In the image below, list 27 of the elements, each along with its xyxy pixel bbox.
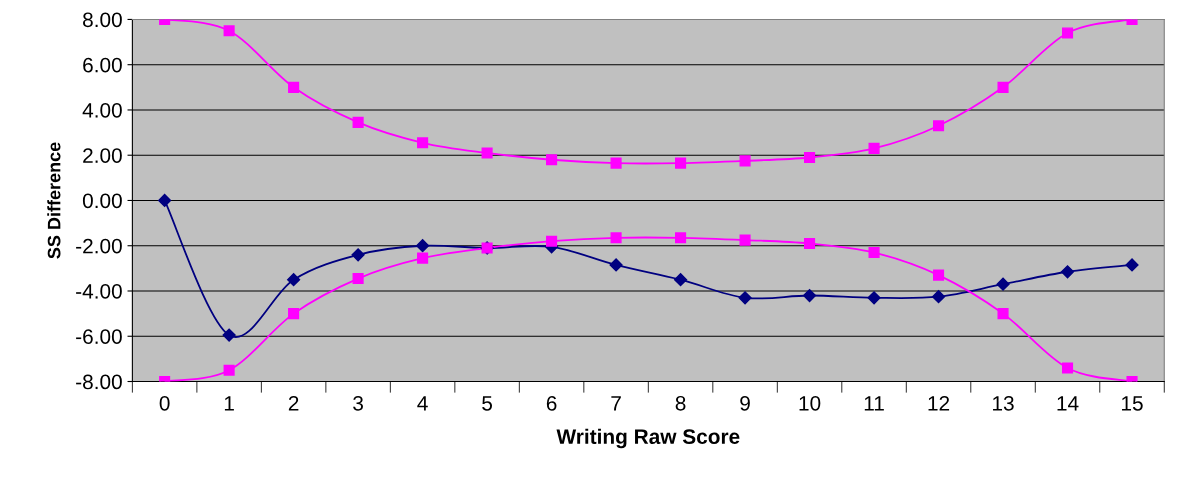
y-tick-label: 8.00 xyxy=(83,12,122,28)
x-tick-label: 7 xyxy=(611,396,621,411)
x-tick-label: 4 xyxy=(417,396,428,411)
x-axis-title: Writing Raw Score xyxy=(556,428,740,449)
y-tick-label: -4.00 xyxy=(76,283,122,299)
x-tick-label: 6 xyxy=(546,395,557,411)
x-tick-label: 15 xyxy=(1122,396,1143,411)
y-tick-label: 0.00 xyxy=(82,193,122,209)
x-tick-label: 2 xyxy=(288,395,299,411)
x-tick-label: 11 xyxy=(864,396,884,411)
x-tick-label: 8 xyxy=(675,395,686,411)
x-tick-label: 3 xyxy=(353,395,363,411)
y-tick-label: 2.00 xyxy=(83,148,122,163)
x-tick-label: 10 xyxy=(799,395,821,411)
y-tick-label: -6.00 xyxy=(76,329,122,345)
y-tick-label: 6.00 xyxy=(83,57,122,73)
x-tick-label: 12 xyxy=(928,395,950,411)
x-tick-label: 13 xyxy=(993,395,1014,411)
y-tick-label: -2.00 xyxy=(76,238,122,254)
y-tick-label: -8.00 xyxy=(76,374,122,390)
x-tick-label: 9 xyxy=(740,395,750,411)
x-tick-label: 5 xyxy=(482,396,493,411)
y-tick-label: 4.00 xyxy=(82,102,122,118)
x-tick-label: 14 xyxy=(1057,396,1079,411)
x-tick-label: 0 xyxy=(159,395,170,411)
y-axis-title: SS Difference xyxy=(47,142,61,259)
x-tick-label: 1 xyxy=(224,396,234,411)
